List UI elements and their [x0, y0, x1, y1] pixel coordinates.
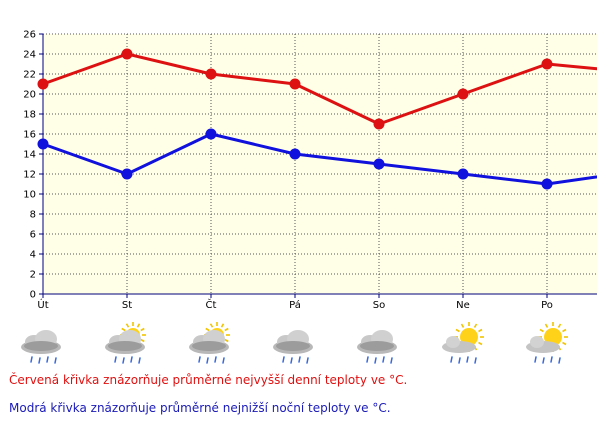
x-tick-label: Ne — [456, 300, 470, 310]
series-lines — [37, 48, 597, 190]
y-tick-label: 8 — [30, 210, 36, 221]
x-axis: Út St Čt Pá So Ne Po — [37, 293, 597, 310]
y-tick-label: 20 — [23, 90, 36, 101]
caption-max-temperature: Červená křivka znázorňuje průměrné nejvy… — [9, 373, 408, 387]
grid-lines — [43, 33, 597, 294]
data-point — [541, 58, 553, 70]
y-tick-label: 18 — [23, 110, 36, 121]
y-tick-label: 26 — [23, 30, 36, 41]
y-tick-label: 12 — [23, 170, 36, 181]
y-tick-label: 16 — [23, 130, 36, 141]
weather-icons-row — [0, 322, 597, 372]
x-tick-label: So — [373, 300, 385, 310]
data-point — [205, 68, 217, 80]
x-tick-label: Út — [37, 298, 48, 310]
y-tick-label: 0 — [30, 290, 36, 301]
data-point — [289, 78, 301, 90]
sun-cloud-rain-icon — [438, 322, 488, 372]
caption-min-temperature: Modrá křivka znázorňuje průměrné nejnižš… — [9, 401, 391, 415]
y-tick-label: 4 — [30, 250, 36, 261]
sun-cloud-rain-icon — [522, 322, 572, 372]
partly-sunny-rain-icon — [102, 322, 152, 372]
cloud-rain-icon — [18, 322, 68, 372]
plot-background — [43, 34, 597, 294]
data-point — [37, 78, 49, 90]
data-point — [457, 168, 469, 180]
x-tick-label: St — [122, 300, 132, 310]
data-point — [457, 88, 469, 100]
data-point — [205, 128, 217, 140]
x-tick-label: Po — [541, 300, 553, 310]
y-tick-label: 10 — [23, 190, 36, 201]
series-line-1 — [42, 132, 597, 186]
x-tick-label: Pá — [289, 299, 301, 310]
y-tick-label: 22 — [23, 70, 36, 81]
data-point — [121, 48, 133, 60]
cloud-rain-icon — [354, 322, 404, 372]
partly-sunny-rain-icon — [186, 322, 236, 372]
data-point — [121, 168, 133, 180]
y-tick-label: 6 — [30, 230, 36, 241]
data-point — [37, 138, 49, 150]
data-point — [289, 148, 301, 160]
series-line-0 — [42, 52, 597, 126]
data-point — [373, 118, 385, 130]
y-tick-label: 24 — [23, 50, 36, 61]
y-tick-label: 14 — [23, 150, 36, 161]
data-point — [541, 178, 553, 190]
x-tick-label: Čt — [206, 298, 217, 310]
cloud-rain-icon — [270, 322, 320, 372]
y-tick-label: 2 — [30, 270, 36, 281]
data-point — [373, 158, 385, 170]
